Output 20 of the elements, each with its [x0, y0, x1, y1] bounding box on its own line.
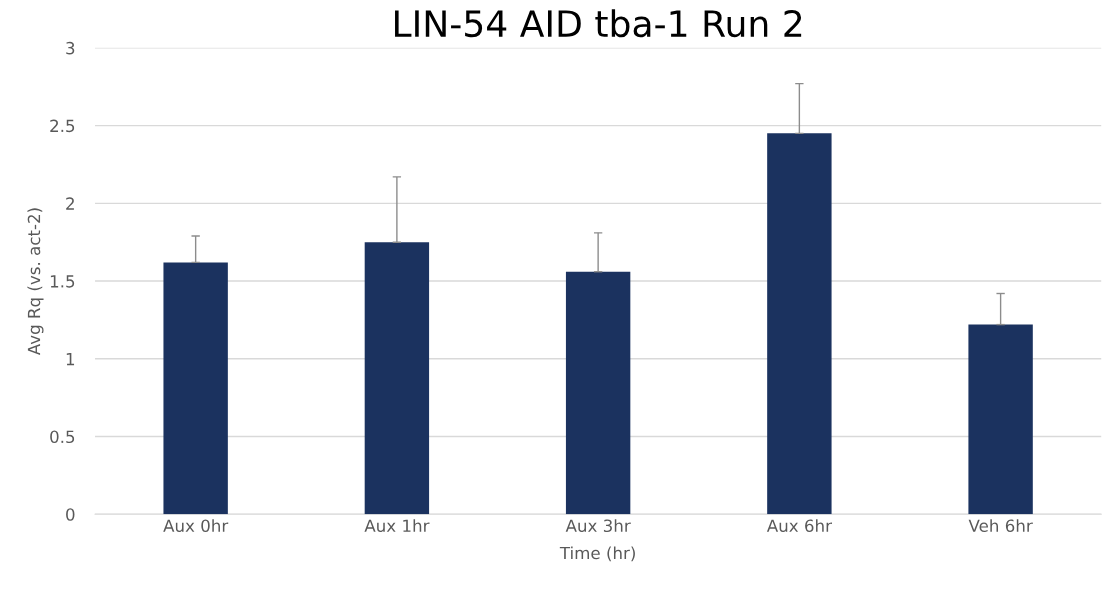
y-tick-label: 0 — [66, 508, 75, 521]
y-tick-label: 2.5 — [50, 119, 75, 133]
bar — [163, 262, 228, 515]
y-tick-label: 2 — [66, 197, 74, 210]
bar — [968, 324, 1033, 515]
chart-title: LIN-54 AID tba-1 Run 2 — [395, 9, 802, 38]
y-tick-label: 1.5 — [50, 275, 75, 288]
x-axis-title: Time (hr) — [559, 546, 635, 562]
y-tick-label: 0.5 — [50, 430, 75, 444]
x-tick-label: Aux 6hr — [766, 519, 832, 533]
x-tick-label: Aux 0hr — [163, 519, 229, 533]
bar — [565, 271, 631, 515]
x-tick-label: Aux 3hr — [565, 519, 631, 533]
y-tick-label: 1 — [66, 352, 75, 366]
x-tick-label: Veh 6hr — [968, 519, 1033, 533]
x-tick-label: Aux 1hr — [364, 519, 430, 533]
y-tick-label: 3 — [66, 41, 75, 55]
y-axis-title: Avg Rq (vs. act-2) — [27, 208, 44, 356]
bar — [364, 242, 430, 515]
bar — [767, 133, 832, 515]
